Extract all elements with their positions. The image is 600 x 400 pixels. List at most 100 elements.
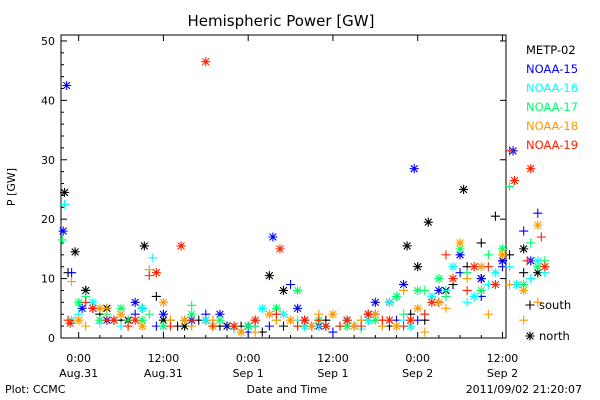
noaa-15-north-point	[497, 256, 508, 266]
noaa-17-north-point	[243, 321, 253, 331]
noaa-19-north-point	[406, 315, 416, 325]
noaa-19-north-point	[490, 279, 500, 290]
x-tick-date-label: Sep 1	[233, 367, 264, 380]
noaa-16-north-point	[427, 291, 437, 301]
x-axis: 0:00 Aug.31 12:00 Aug.31 0:00 Sep 1 12:00 Sep 1…	[59, 35, 518, 380]
y-tick-label: 20	[41, 213, 55, 226]
noaa-17-north-point	[293, 285, 303, 296]
noaa-17-north-point	[413, 285, 423, 296]
noaa-19-south-point	[399, 321, 409, 331]
noaa-19-south-point	[462, 285, 472, 296]
noaa-17-north-point	[158, 321, 168, 331]
noaa-15-south-point	[286, 279, 296, 290]
noaa-19-south-point	[187, 315, 197, 325]
metp-02-north-point	[59, 187, 70, 197]
noaa-17-south-point	[483, 250, 493, 260]
noaa-18-north-point	[413, 303, 423, 313]
noaa-18-north-point	[137, 321, 147, 331]
noaa-19-south-point	[483, 262, 493, 272]
noaa-19-north-point	[88, 303, 98, 313]
x-tick-date-label: Sep 2	[487, 367, 518, 380]
noaa-15-south-point	[264, 321, 274, 331]
noaa-18-south-point	[81, 321, 91, 331]
metp-02-north-point	[264, 271, 274, 281]
noaa-19-north-point	[109, 315, 119, 325]
noaa-19-south-point	[356, 321, 366, 331]
noaa-16-north-point	[201, 315, 211, 325]
noaa-15-north-point	[293, 303, 303, 313]
noaa-15-north-point	[215, 309, 225, 319]
x-tick-time-label: 12:00	[317, 352, 349, 365]
noaa-16-south-point	[148, 253, 158, 263]
noaa-16-south-point	[526, 274, 536, 284]
noaa-19-north-point	[384, 315, 395, 325]
y-axis: 0 10 20 30 40 50	[41, 35, 506, 345]
noaa-18-north-point	[519, 285, 529, 296]
x-tick-time-label: 0:00	[405, 352, 430, 365]
plot-timestamp: 2011/09/02 21:20:07	[466, 383, 582, 396]
noaa-18-south-point	[441, 303, 451, 313]
noaa-18-south-point	[250, 327, 260, 337]
x-tick-date-label: Sep 2	[402, 367, 433, 380]
noaa-17-south-point	[57, 235, 67, 245]
noaa-18-south-point	[420, 327, 430, 337]
metp-02-south-point	[519, 268, 529, 278]
noaa-18-south-point	[519, 315, 529, 325]
noaa-19-north-point	[176, 241, 186, 251]
noaa-19-south-point	[522, 256, 532, 266]
noaa-18-north-point	[349, 321, 359, 331]
metp-02-north-point	[180, 321, 190, 331]
x-tick-time-label: 0:00	[66, 352, 91, 365]
noaa-18-north-point	[236, 327, 246, 337]
noaa-16-north-point	[257, 303, 267, 313]
noaa-16-north-point	[278, 309, 289, 319]
metp-02-south-point	[151, 291, 161, 301]
noaa-18-north-point	[476, 262, 486, 272]
noaa-15-south-point	[533, 208, 543, 218]
noaa-15-north-point	[158, 309, 168, 319]
noaa-15-north-point	[399, 279, 409, 290]
noaa-19-north-point	[448, 274, 458, 284]
noaa-17-north-point	[434, 274, 444, 284]
noaa-16-north-point	[363, 315, 373, 325]
noaa-17-north-point	[455, 244, 465, 254]
noaa-15-north-point	[62, 80, 72, 91]
noaa-16-north-point	[406, 321, 416, 331]
noaa-18-south-point	[504, 279, 515, 290]
metp-02-north-point	[533, 268, 543, 278]
noaa-17-north-point	[476, 285, 486, 296]
noaa-19-north-point	[300, 315, 310, 325]
noaa-18-north-point	[328, 309, 338, 319]
y-tick-label: 10	[41, 273, 55, 286]
noaa-19-north-point	[321, 321, 331, 331]
metp-02-north-point	[413, 262, 423, 272]
noaa-19-north-point	[65, 318, 75, 328]
noaa-19-north-point	[427, 297, 437, 307]
noaa-18-south-point	[483, 309, 493, 319]
marker-legend-label-north: north	[539, 329, 570, 343]
noaa-19-north-point	[540, 262, 550, 272]
legend-entry-noaa-16: NOAA-16	[526, 81, 578, 95]
noaa-19-north-point	[275, 244, 285, 254]
noaa-15-north-point	[455, 250, 465, 260]
x-tick-date-label: Aug.31	[59, 367, 98, 380]
legend-entry-noaa-19: NOAA-19	[526, 138, 578, 152]
noaa-18-north-point	[286, 315, 296, 325]
metp-02-south-point	[278, 321, 289, 331]
noaa-18-north-point	[533, 220, 543, 230]
metp-02-south-point	[490, 211, 500, 221]
noaa-15-north-point	[77, 303, 87, 313]
noaa-15-north-point	[434, 285, 444, 296]
noaa-19-north-point	[342, 315, 352, 325]
noaa-16-south-point	[504, 262, 515, 272]
y-axis-label: P [GW]	[5, 168, 18, 206]
legend-entry-metp-02: METP-02	[526, 43, 576, 57]
noaa-18-north-point	[264, 309, 274, 319]
noaa-19-south-point	[293, 321, 303, 331]
noaa-18-south-point	[399, 285, 409, 296]
noaa-19-north-point	[151, 268, 161, 278]
metp-02-north-point	[278, 285, 289, 296]
noaa-15-north-point	[130, 297, 140, 307]
noaa-16-south-point	[462, 297, 472, 307]
